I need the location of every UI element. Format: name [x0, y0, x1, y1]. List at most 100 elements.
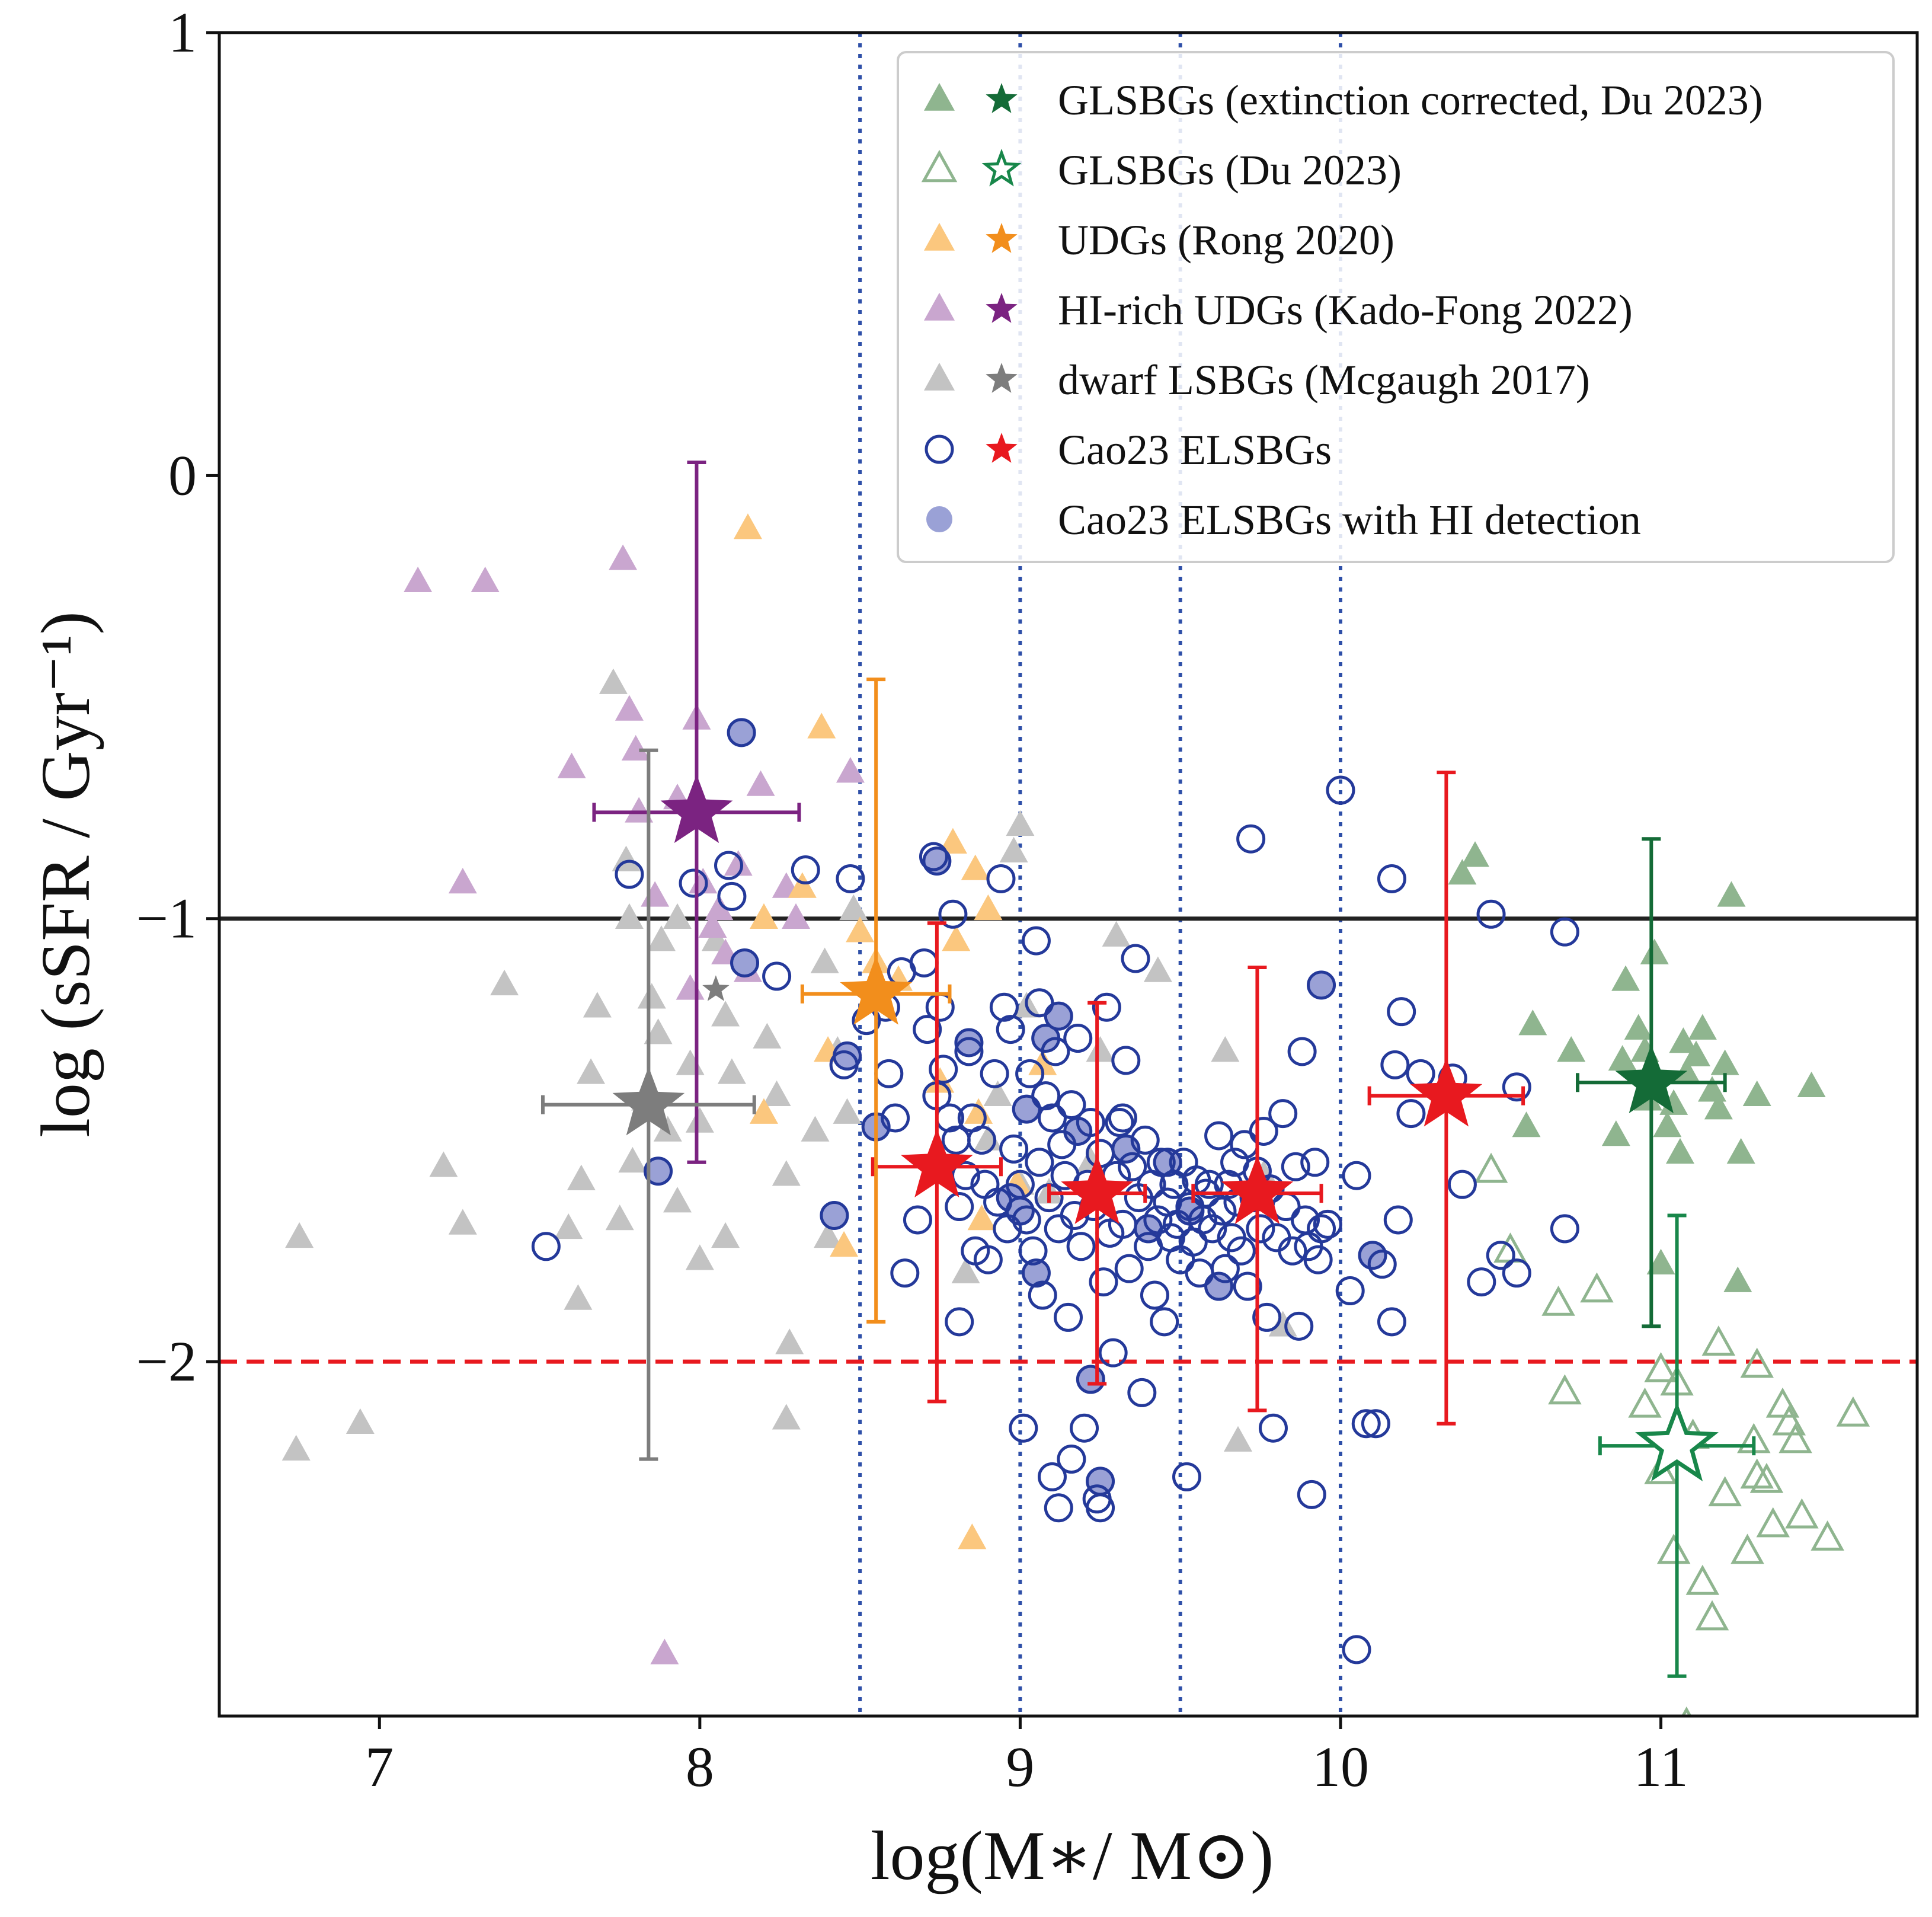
legend-star-icon [981, 148, 1022, 187]
x-tick-label: 11 [1633, 1735, 1688, 1798]
circle-point [1172, 1462, 1202, 1491]
circle-point [1089, 1267, 1118, 1297]
triangle-point [429, 1151, 458, 1177]
triangle-point [448, 868, 477, 894]
triangle-point [609, 544, 638, 570]
x-tick-label: 7 [365, 1735, 394, 1798]
legend-entry: Cao23 ELSBGs with HI detection [926, 496, 1641, 544]
plot-frame [217, 31, 1919, 1718]
circle-point [1233, 1271, 1262, 1301]
circle-point [1447, 1170, 1477, 1199]
triangle-point [717, 1058, 746, 1084]
star-marker [1410, 1057, 1483, 1127]
triangle-point [1611, 965, 1640, 991]
triangle-point [1512, 1111, 1541, 1138]
circle-point [881, 1103, 910, 1133]
triangle-point [1102, 921, 1131, 947]
circle-point [1236, 824, 1266, 854]
circle-point [890, 1258, 920, 1288]
circle-point [1108, 1209, 1137, 1239]
triangle-point [615, 903, 644, 929]
triangle-point [618, 1146, 647, 1173]
circle-point [1502, 1072, 1531, 1102]
triangle-point [1006, 810, 1035, 836]
series-cao23-elsbgs [531, 775, 1579, 1664]
circle-point [1118, 1152, 1147, 1181]
triangle-point [711, 1001, 740, 1027]
circle-point [1092, 992, 1121, 1022]
circle-point [1114, 1254, 1144, 1283]
star-marker [1615, 1044, 1688, 1113]
circle-point [1281, 1152, 1310, 1181]
circle-point [1194, 1170, 1224, 1199]
circle-point [1342, 1635, 1371, 1664]
circle-point [829, 1050, 859, 1079]
x-axis-title: log(M∗/ M⊙) [871, 1817, 1274, 1894]
triangle-point [1740, 1347, 1774, 1378]
triangle-point [1474, 1152, 1508, 1183]
triangle-point [605, 1204, 634, 1231]
circle-point [1150, 1307, 1179, 1337]
circle-point [1550, 917, 1579, 947]
circle-point [1278, 1236, 1307, 1266]
triangle-point [1749, 1462, 1784, 1493]
triangle-point [1644, 1352, 1678, 1382]
triangle-point [807, 713, 836, 739]
circle-point [1105, 1108, 1134, 1138]
triangle-point [788, 872, 817, 898]
circle-point [1367, 1250, 1397, 1279]
triangle-point [1717, 881, 1746, 907]
circle-point [1009, 1413, 1038, 1443]
triangle-point [724, 850, 753, 876]
circle-point [1361, 1409, 1390, 1439]
triangle-point [1624, 1014, 1653, 1040]
legend-star-icon [986, 363, 1018, 393]
circle-point [1204, 1121, 1234, 1151]
triangle-point [554, 1213, 583, 1239]
legend-label: UDGs (Rong 2020) [1058, 216, 1394, 264]
triangle-point [621, 734, 650, 761]
star-marker [660, 774, 733, 844]
triangle-point [958, 1523, 987, 1549]
circle-point [1127, 1378, 1157, 1407]
triangle-point [1086, 1036, 1115, 1062]
circle-point [1268, 1099, 1298, 1129]
circle-point [1307, 1214, 1336, 1244]
legend-triangle-icon [921, 149, 958, 183]
triangle-point [1688, 1014, 1717, 1040]
triangle-point [974, 894, 1003, 921]
triangle-point [753, 1023, 782, 1049]
triangle-point [1541, 1285, 1575, 1316]
circle-point [1044, 1493, 1073, 1523]
triangle-point [772, 1160, 801, 1186]
triangle-point [577, 1058, 606, 1084]
y-tick-label: −1 [136, 887, 197, 950]
triangle-point [1461, 841, 1490, 867]
circle-point [1121, 944, 1150, 973]
circle-point [1380, 1050, 1410, 1079]
triangle-point [705, 894, 734, 921]
triangle-point [942, 925, 971, 951]
circle-point [1396, 1099, 1426, 1129]
triangle-point [830, 1231, 859, 1257]
circle-point [1012, 1205, 1041, 1235]
triangle-point [448, 1209, 477, 1235]
star-marker [901, 1129, 973, 1197]
legend-star-icon [986, 223, 1018, 253]
triangle-point [1669, 1027, 1698, 1053]
triangle-point [471, 566, 500, 593]
triangle-point [282, 1434, 311, 1461]
legend-circle-icon [926, 506, 952, 532]
legend-triangle-icon [924, 82, 955, 111]
triangle-point [961, 854, 990, 880]
circle-point [679, 868, 708, 898]
triangle-point [1811, 1520, 1844, 1551]
triangle-point [772, 1404, 801, 1430]
circle-point [1037, 1462, 1067, 1491]
star-marker [612, 1066, 685, 1136]
circle-point [1467, 1267, 1496, 1297]
legend-box [897, 51, 1895, 563]
triangle-point [1726, 1138, 1755, 1164]
circle-point [1015, 1059, 1045, 1088]
triangle-point [1772, 1405, 1806, 1436]
